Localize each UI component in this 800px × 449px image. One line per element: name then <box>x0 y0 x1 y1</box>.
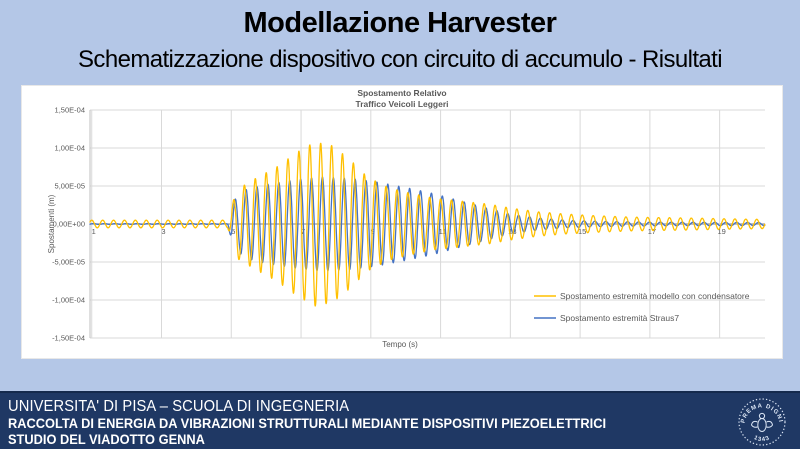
y-tick-label: 5,00E-05 <box>55 182 85 191</box>
x-tick-label: 11 <box>439 227 447 236</box>
seal-emblem-figure <box>750 412 774 432</box>
y-tick-label: 1,00E-04 <box>55 144 85 153</box>
footer-text: UNIVERSITA' DI PISA – SCUOLA DI INGEGNER… <box>8 397 606 448</box>
footer-study-title: STUDIO DEL VIADOTTO GENNA <box>8 432 205 447</box>
x-tick-label: 1 <box>92 227 96 236</box>
chart-panel: 1,50E-04 1,00E-04 5,00E-05 0,00E+00 -5,00E-0… <box>21 85 783 359</box>
x-tick-label: 15 <box>578 227 586 236</box>
slide-subtitle: Schematizzazione dispositivo con circuit… <box>78 46 723 73</box>
y-tick-label: 1,50E-04 <box>55 106 85 115</box>
slide-title: Modellazione Harvester <box>243 7 557 39</box>
series-line-straus7 <box>89 176 766 272</box>
series-line-condensatore <box>89 142 766 307</box>
footer-university: UNIVERSITA' DI PISA – SCUOLA DI INGEGNER… <box>8 398 350 415</box>
x-axis-title: Tempo (s) <box>382 340 418 349</box>
y-tick-label: -5,00E-05 <box>52 258 85 267</box>
footer-bar: UNIVERSITA' DI PISA – SCUOLA DI INGEGNER… <box>0 391 800 449</box>
chart-title-line: Spostamento Relativo <box>357 88 446 98</box>
x-tick-label: 5 <box>231 227 235 236</box>
y-tick-label: -1,50E-04 <box>52 334 85 343</box>
chart-title-line: Traffico Veicoli Leggeri <box>355 99 448 109</box>
y-tick-label: -1,00E-04 <box>52 296 85 305</box>
university-of-pisa-seal-icon: IN SUPREMA DIGNITATIS · 1343 · <box>736 396 786 446</box>
x-tick-label: 17 <box>648 227 656 236</box>
footer-project-title: RACCOLTA DI ENERGIA DA VIBRAZIONI STRUTT… <box>8 416 607 431</box>
x-tick-label: 19 <box>717 227 725 236</box>
x-tick-label: 3 <box>161 227 165 236</box>
legend-label: Spostamento estremità modello con conden… <box>560 291 750 301</box>
y-tick-label: 0,00E+00 <box>53 220 85 229</box>
x-tick-label: 9 <box>371 227 375 236</box>
y-axis-title: Spostamenti (m) <box>47 194 56 253</box>
legend-label: Spostamento estremità Straus7 <box>560 313 679 323</box>
chart-svg: 1,50E-04 1,00E-04 5,00E-05 0,00E+00 -5,00E-0… <box>47 88 766 349</box>
